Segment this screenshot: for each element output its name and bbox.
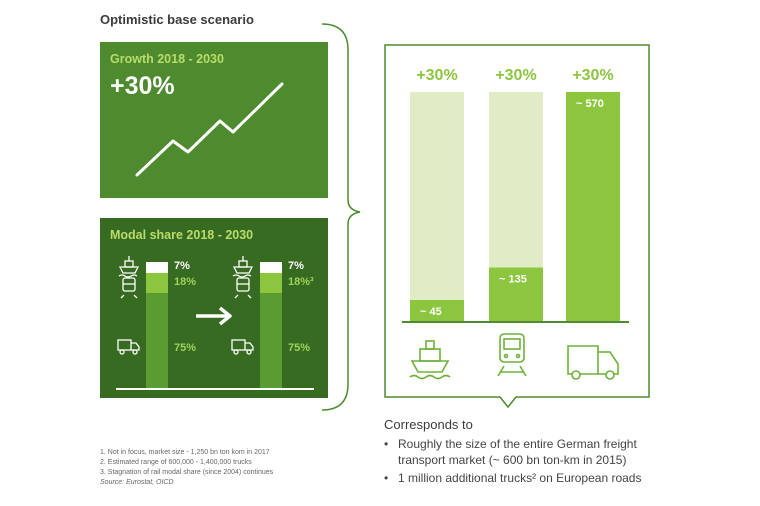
bar-truck [566, 92, 620, 322]
growth-value: +30% [110, 72, 175, 100]
footnote: 1. Not in focus, market size - 1,250 bn … [100, 449, 270, 456]
value-label-ship: ~ 45 [420, 306, 442, 318]
right-truck-segment [260, 293, 282, 389]
bar-ship [410, 300, 464, 322]
growth-label-truck: +30% [572, 67, 613, 84]
left-ship-segment [146, 262, 168, 273]
train-icon [497, 333, 527, 377]
value-label-truck: ~ 570 [576, 98, 604, 110]
callout-frame [384, 44, 650, 409]
ship-icon [118, 256, 140, 278]
right-rail-share: 18%³ [288, 276, 314, 288]
corresponds-title: Corresponds to [384, 417, 473, 432]
right-ship-segment [260, 262, 282, 273]
truck-icon [231, 339, 254, 355]
left-rail-segment [146, 273, 168, 293]
ship-icon [409, 340, 451, 380]
modal-share-graphic [116, 256, 314, 390]
left-ship-share: 7% [174, 260, 190, 272]
list-item: 1 million additional trucks² on European… [384, 470, 668, 486]
train-icon [120, 277, 138, 299]
right-ship-share: 7% [288, 260, 304, 272]
growth-label-rail: +30% [495, 67, 536, 84]
footnotes: 1. Not in focus, market size - 1,250 bn … [100, 448, 273, 488]
ship-icon [232, 256, 254, 278]
modal-share-title: Modal share 2018 - 2030 [110, 228, 254, 242]
bar-background-ship [410, 92, 464, 322]
right-rail-segment [260, 273, 282, 293]
market-volume-chart: ~ 45 +30% ~ 135 +30% ~ 570 +30% [384, 44, 650, 409]
left-rail-share: 18% [174, 276, 197, 288]
arrow-right-icon [196, 306, 232, 326]
growth-trend-line-icon [135, 82, 284, 177]
curly-bracket [321, 23, 361, 411]
footnote: 3. Stagnation of rail modal share (since… [100, 469, 274, 476]
footnote: 2. Estimated range of 600,000 - 1,400,00… [100, 459, 252, 466]
corresponds-list: Roughly the size of the entire German fr… [384, 436, 668, 488]
page-title: Optimistic base scenario [100, 12, 254, 27]
train-icon [234, 277, 252, 299]
growth-label-ship: +30% [416, 67, 457, 84]
left-truck-share: 75% [174, 342, 197, 354]
source-note: Source: Eurostat, OICD [100, 479, 174, 486]
truck-icon [567, 345, 619, 380]
bar-rail [489, 267, 543, 322]
value-label-rail: ~ 135 [499, 274, 527, 286]
truck-icon [117, 339, 140, 355]
left-truck-segment [146, 293, 168, 389]
growth-title: Growth 2018 - 2030 [110, 52, 224, 66]
list-item: Roughly the size of the entire German fr… [384, 436, 668, 468]
growth-panel: Growth 2018 - 2030 +30% [100, 42, 328, 198]
right-truck-share: 75% [288, 342, 311, 354]
modal-share-panel: Modal share 2018 - 2030 [100, 218, 328, 398]
